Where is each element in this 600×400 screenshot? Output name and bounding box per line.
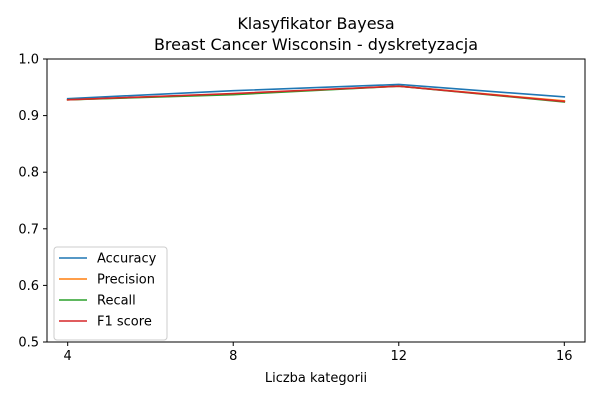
legend-box [53,246,168,341]
y-tick-label: 0.8 [18,166,39,181]
legend-label: F1 score [97,315,152,330]
legend-label: Precision [97,273,155,288]
y-tick-label: 0.9 [18,109,39,124]
y-tick-label: 0.6 [18,279,39,294]
y-tick-label: 1.0 [18,53,39,68]
y-tick-label: 0.7 [18,222,39,237]
series-line-f1-score [66,85,566,103]
series-line-accuracy [66,83,566,100]
x-tick-label: 16 [556,349,573,364]
chart-subtitle: Breast Cancer Wisconsin - dyskretyzacja [154,35,478,54]
x-tick-label: 12 [390,349,407,364]
legend-label: Accuracy [97,252,157,267]
x-axis-label: Liczba kategorii [265,371,367,386]
x-tick-label: 4 [64,349,72,364]
chart-title: Klasyfikator Bayesa [237,14,394,33]
legend: Accuracy Precision Recall F1 score [53,246,168,341]
y-tick-label: 0.5 [18,336,39,351]
x-tick-label: 8 [229,349,237,364]
legend-label: Recall [97,294,136,309]
